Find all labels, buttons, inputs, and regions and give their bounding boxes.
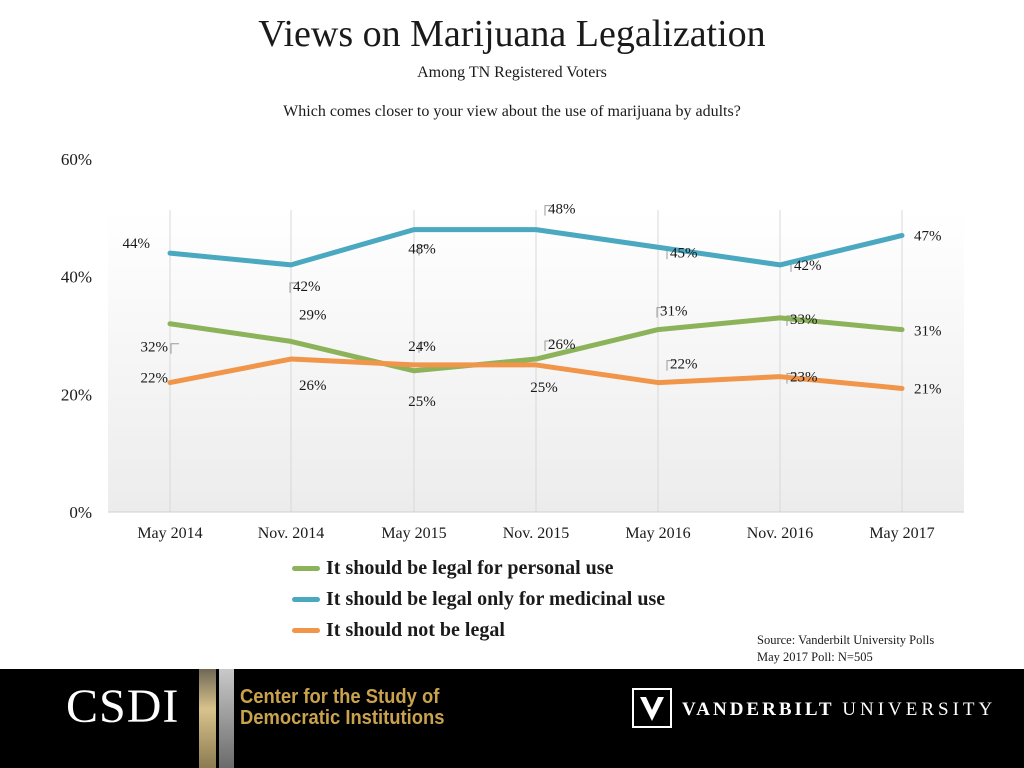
callout-line bbox=[656, 307, 665, 318]
callout-line bbox=[289, 282, 298, 293]
data-label-medicinal: 45% bbox=[670, 245, 698, 261]
center-name-line1: Center for the Study of bbox=[240, 686, 440, 708]
line-chart: 0% 20% 40% 60% May 2014 Nov. 2014 May 2015 Nov… bbox=[61, 150, 964, 542]
x-tick-label: Nov. 2014 bbox=[258, 525, 325, 542]
callout-line bbox=[418, 245, 427, 256]
data-label-personal: 31% bbox=[660, 304, 688, 320]
callout-line bbox=[786, 315, 795, 326]
x-tick-label: May 2015 bbox=[381, 525, 446, 542]
legend-swatch-personal bbox=[292, 566, 320, 571]
x-tick-label: May 2014 bbox=[137, 525, 202, 542]
data-label-medicinal: 48% bbox=[408, 242, 436, 258]
chart-subtitle: Among TN Registered Voters bbox=[417, 64, 607, 81]
data-label-not_legal: 25% bbox=[530, 380, 558, 396]
legend-item-not-legal: It should not be legal bbox=[292, 615, 665, 646]
logo-bar-silver bbox=[219, 669, 234, 768]
x-tick-label: Nov. 2015 bbox=[503, 525, 570, 542]
y-tick-label: 0% bbox=[69, 503, 92, 522]
survey-question: Which comes closer to your view about th… bbox=[283, 103, 741, 120]
legend-label-personal: It should be legal for personal use bbox=[326, 557, 614, 579]
x-tick-label: May 2016 bbox=[625, 525, 690, 542]
footer-banner: CSDI Center for the Study of Democratic … bbox=[0, 669, 1024, 768]
y-tick-label: 60% bbox=[61, 150, 92, 169]
callout-line bbox=[544, 340, 553, 352]
center-name-line2: Democratic Institutions bbox=[240, 707, 445, 729]
csdi-logo-text: CSDI bbox=[66, 680, 180, 733]
data-label-not_legal: 22% bbox=[141, 371, 169, 387]
logo-bar-gold bbox=[199, 669, 216, 768]
series-line-personal bbox=[167, 315, 905, 374]
center-name: Center for the Study of Democratic Insti… bbox=[240, 687, 444, 729]
data-label-not_legal: 21% bbox=[914, 381, 942, 397]
callout-line bbox=[666, 360, 675, 371]
data-label-medicinal: 44% bbox=[123, 236, 151, 252]
legend-swatch-medicinal bbox=[292, 597, 320, 602]
callout-line bbox=[786, 373, 795, 384]
data-label-not_legal: 23% bbox=[790, 370, 818, 386]
legend-item-personal: It should be legal for personal use bbox=[292, 553, 665, 584]
vanderbilt-shield-icon bbox=[632, 688, 672, 728]
y-tick-label: 20% bbox=[61, 385, 92, 404]
data-label-personal: 32% bbox=[141, 340, 169, 356]
callout-line bbox=[418, 342, 427, 353]
x-tick-label: Nov. 2016 bbox=[747, 525, 814, 542]
legend-label-medicinal: It should be legal only for medicinal us… bbox=[326, 588, 666, 610]
legend-swatch-not-legal bbox=[292, 628, 320, 633]
data-label-medicinal: 42% bbox=[794, 258, 822, 274]
y-tick-label: 40% bbox=[61, 268, 92, 287]
source-line: Source: Vanderbilt University Polls bbox=[757, 633, 935, 647]
university-word: UNIVERSITY bbox=[842, 699, 997, 720]
vanderbilt-wordmark: VANDERBILT UNIVERSITY bbox=[682, 699, 996, 721]
poll-size-line: May 2017 Poll: N=505 bbox=[757, 650, 873, 664]
x-tick-label: May 2017 bbox=[869, 525, 934, 542]
callout-line bbox=[170, 343, 179, 354]
data-label-personal: 26% bbox=[548, 337, 576, 353]
data-label-medicinal: 47% bbox=[914, 228, 942, 244]
series-line-not_legal bbox=[167, 356, 905, 391]
data-label-personal: 29% bbox=[299, 307, 327, 323]
source-note: Source: Vanderbilt University Polls May … bbox=[757, 632, 934, 666]
chart-title: Views on Marijuana Legalization bbox=[258, 13, 766, 55]
data-label-personal: 33% bbox=[790, 312, 818, 328]
data-label-medicinal: 42% bbox=[293, 279, 321, 295]
series-line-medicinal bbox=[167, 227, 905, 268]
data-label-personal: 24% bbox=[408, 339, 436, 355]
vanderbilt-word: VANDERBILT bbox=[682, 699, 835, 720]
chart-legend: It should be legal for personal use It s… bbox=[292, 553, 665, 646]
data-label-medicinal: 48% bbox=[548, 202, 576, 218]
data-label-personal: 31% bbox=[914, 324, 942, 340]
data-label-not_legal: 22% bbox=[670, 357, 698, 373]
legend-item-medicinal: It should be legal only for medicinal us… bbox=[292, 584, 665, 615]
callout-line bbox=[544, 205, 553, 216]
data-label-not_legal: 26% bbox=[299, 378, 327, 394]
legend-label-not-legal: It should not be legal bbox=[326, 619, 505, 641]
data-label-not_legal: 25% bbox=[408, 394, 436, 410]
